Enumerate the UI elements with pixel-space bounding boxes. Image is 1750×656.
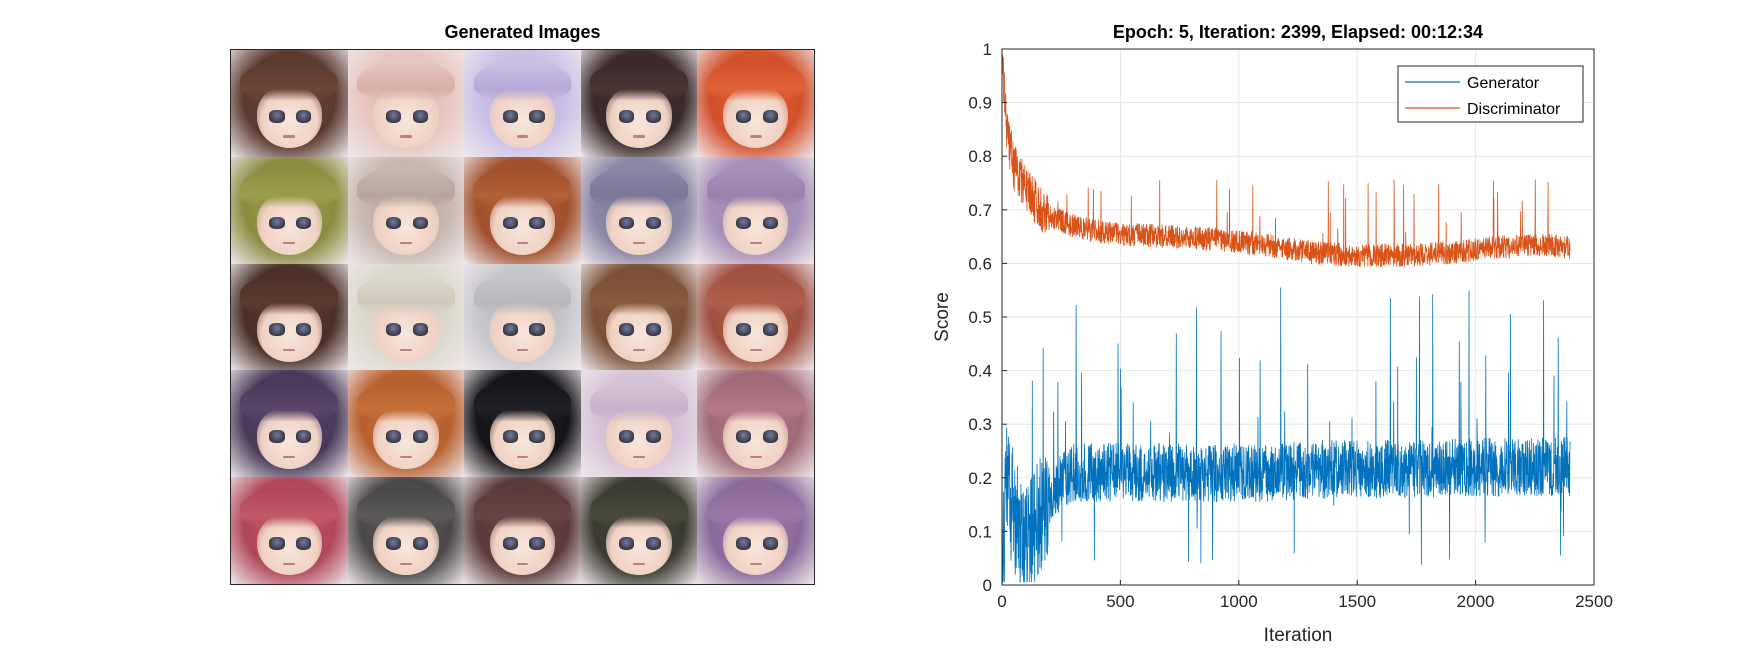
x-axis-label: Iteration	[1264, 625, 1333, 646]
y-axis-label: Score	[932, 292, 953, 342]
y-tick-label: 0.8	[968, 147, 992, 166]
generated-images-title: Generated Images	[444, 22, 601, 42]
y-tick-label: 0.7	[968, 201, 992, 220]
y-tick-label: 1	[983, 40, 992, 59]
generated-face-tile	[464, 50, 581, 157]
generated-face-tile	[697, 263, 814, 371]
legend-box	[1397, 65, 1584, 123]
x-tick-label: 1000	[1220, 592, 1258, 611]
generated-face-tile	[580, 370, 698, 478]
generated-face-tile	[580, 477, 698, 584]
x-tick-label: 1500	[1338, 592, 1376, 611]
generated-face-tile	[347, 263, 465, 371]
x-tick-label: 500	[1106, 592, 1134, 611]
y-tick-label: 0.6	[968, 254, 992, 273]
x-tick-label: 0	[997, 592, 1006, 611]
legend-label-generator: Generator	[1467, 75, 1540, 92]
generated-face-tile	[580, 263, 698, 371]
generated-face-tile	[464, 156, 581, 264]
generated-face-tile	[347, 50, 465, 157]
generated-face-tile	[231, 263, 348, 371]
series-line-discriminator	[1001, 54, 1571, 268]
y-tick-label: 0.2	[968, 469, 992, 488]
generated-face-tile	[464, 370, 581, 478]
generated-face-tile	[697, 50, 814, 157]
generated-face-tile	[697, 156, 814, 264]
generated-face-tile	[464, 477, 581, 584]
generated-face-tile	[231, 156, 348, 264]
y-tick-label: 0	[983, 576, 992, 595]
generated-face-tile	[347, 477, 465, 584]
generated-face-tile	[697, 370, 814, 478]
x-tick-label: 2000	[1457, 592, 1495, 611]
y-tick-label: 0.1	[968, 522, 992, 541]
y-tick-label: 0.4	[968, 362, 992, 381]
y-tick-label: 0.9	[968, 94, 992, 113]
legend-label-discriminator: Discriminator	[1467, 101, 1561, 118]
series-line-generator	[1001, 287, 1571, 583]
generated-face-tile	[697, 477, 814, 584]
generated-face-tile	[580, 50, 698, 157]
generated-face-tile	[347, 370, 465, 478]
chart-title: Epoch: 5, Iteration: 2399, Elapsed: 00:1…	[1113, 22, 1483, 42]
generated-face-tile	[231, 50, 348, 157]
generated-face-tile	[464, 263, 581, 371]
generated-face-tile	[231, 370, 348, 478]
generated-face-tile	[347, 156, 465, 264]
y-tick-label: 0.5	[968, 308, 992, 327]
x-tick-label: 2500	[1575, 592, 1613, 611]
generated-images-grid	[230, 49, 815, 585]
generated-face-tile	[231, 477, 348, 584]
y-tick-label: 0.3	[968, 415, 992, 434]
generated-face-tile	[580, 156, 698, 264]
